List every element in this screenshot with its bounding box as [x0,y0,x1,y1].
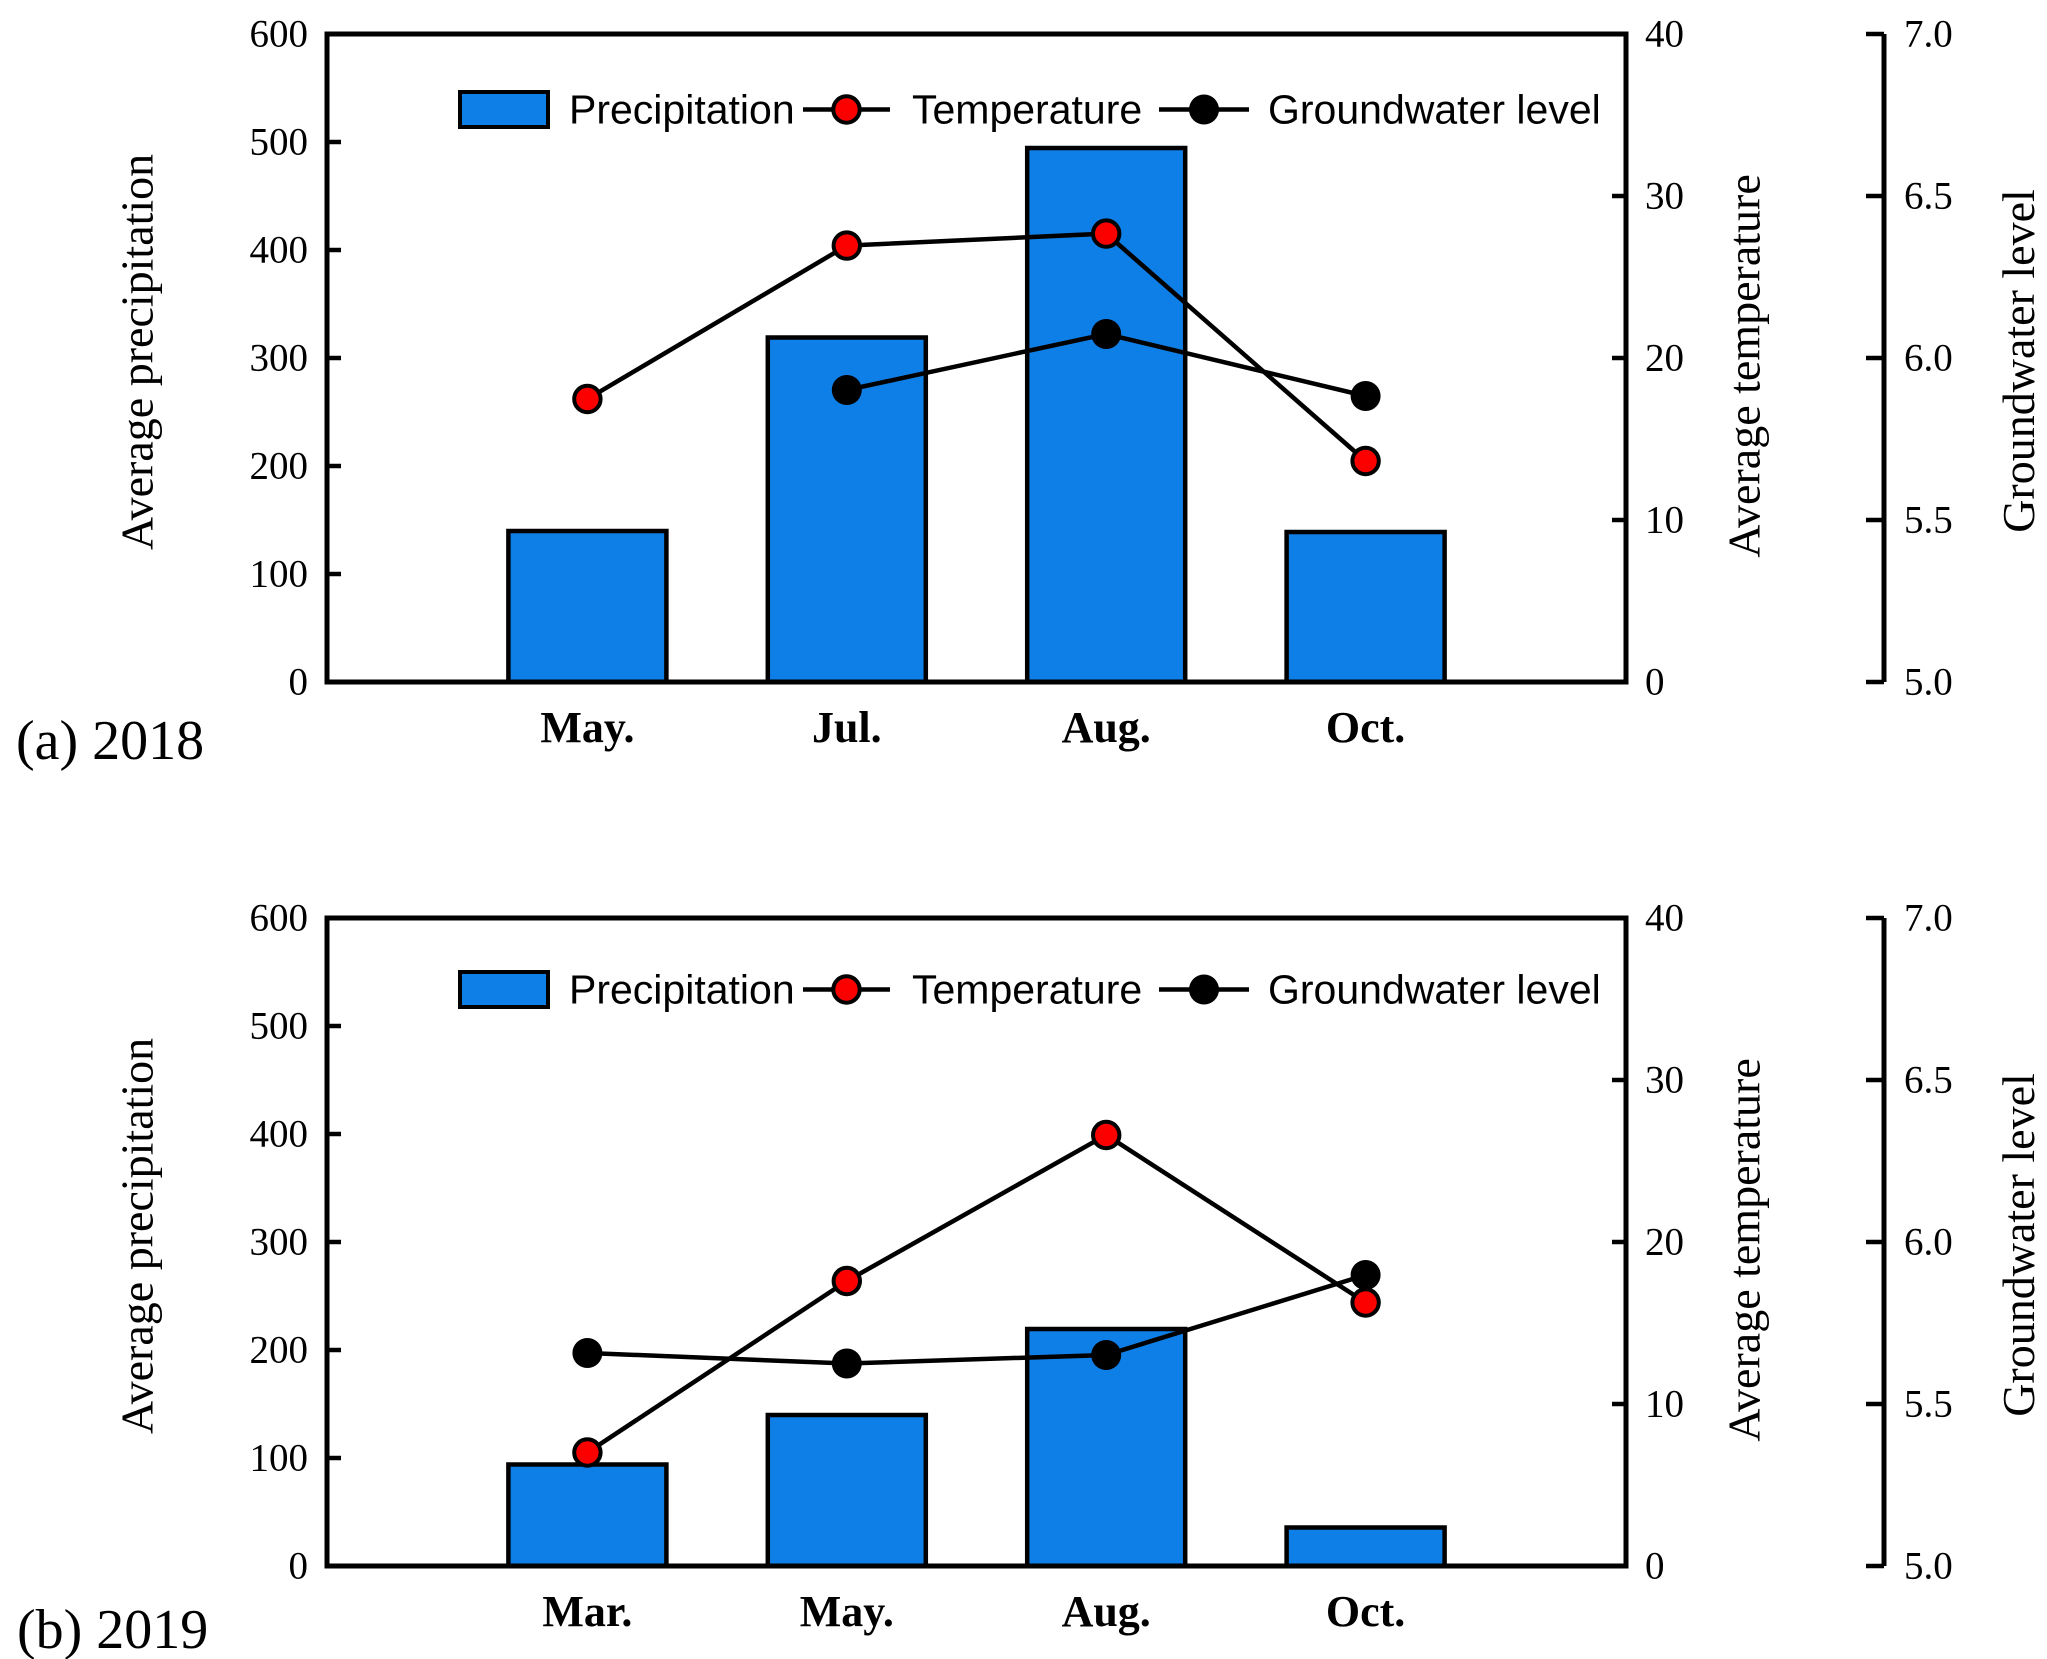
svg-text:10: 10 [1645,1383,1684,1426]
svg-text:May.: May. [540,703,634,752]
svg-text:7.0: 7.0 [1904,897,1953,940]
svg-text:Precipitation: Precipitation [569,967,795,1013]
svg-text:6.5: 6.5 [1904,1059,1953,1102]
svg-text:May.: May. [800,1587,894,1636]
svg-text:500: 500 [250,121,309,164]
svg-text:Groundwater level: Groundwater level [1268,87,1601,133]
svg-text:600: 600 [250,897,309,940]
svg-text:Groundwater level: Groundwater level [1993,189,2044,533]
svg-text:6.5: 6.5 [1904,175,1953,218]
svg-text:7.0: 7.0 [1904,13,1953,56]
svg-text:5.0: 5.0 [1904,661,1953,704]
svg-text:Precipitation: Precipitation [569,87,795,133]
svg-text:30: 30 [1645,1059,1684,1102]
svg-text:Temperature: Temperature [912,967,1142,1013]
svg-text:100: 100 [250,1437,309,1480]
svg-text:300: 300 [250,1221,309,1264]
svg-text:500: 500 [250,1005,309,1048]
svg-text:20: 20 [1645,1221,1684,1264]
svg-text:(a) 2018: (a) 2018 [16,710,204,772]
svg-text:Aug.: Aug. [1062,1587,1151,1636]
svg-text:300: 300 [250,337,309,380]
svg-text:Temperature: Temperature [912,87,1142,133]
svg-text:100: 100 [250,553,309,596]
svg-text:5.0: 5.0 [1904,1545,1953,1588]
svg-text:Average temperature: Average temperature [1719,174,1770,558]
svg-text:0: 0 [289,661,309,704]
svg-text:5.5: 5.5 [1904,1383,1953,1426]
svg-text:Oct.: Oct. [1326,703,1405,752]
svg-text:0: 0 [1645,1545,1665,1588]
svg-text:(b) 2019: (b) 2019 [17,1599,208,1659]
svg-text:0: 0 [1645,661,1665,704]
svg-text:Oct.: Oct. [1326,1587,1405,1636]
svg-text:Jul.: Jul. [812,703,882,752]
svg-text:20: 20 [1645,337,1684,380]
svg-text:6.0: 6.0 [1904,1221,1953,1264]
svg-text:40: 40 [1645,13,1684,56]
svg-text:Aug.: Aug. [1062,703,1151,752]
svg-text:600: 600 [250,13,309,56]
svg-text:Groundwater level: Groundwater level [1993,1073,2044,1417]
svg-text:400: 400 [250,229,309,272]
svg-text:5.5: 5.5 [1904,499,1953,542]
svg-text:0: 0 [289,1545,309,1588]
svg-text:200: 200 [250,445,309,488]
svg-text:200: 200 [250,1329,309,1372]
svg-text:Mar.: Mar. [542,1587,632,1636]
svg-text:400: 400 [250,1113,309,1156]
svg-text:Average precipitation: Average precipitation [112,154,163,550]
svg-text:30: 30 [1645,175,1684,218]
svg-text:6.0: 6.0 [1904,337,1953,380]
svg-text:Average temperature: Average temperature [1719,1058,1770,1442]
svg-text:40: 40 [1645,897,1684,940]
svg-text:Groundwater level: Groundwater level [1268,967,1601,1013]
svg-text:Average precipitation: Average precipitation [112,1038,163,1434]
svg-text:10: 10 [1645,499,1684,542]
